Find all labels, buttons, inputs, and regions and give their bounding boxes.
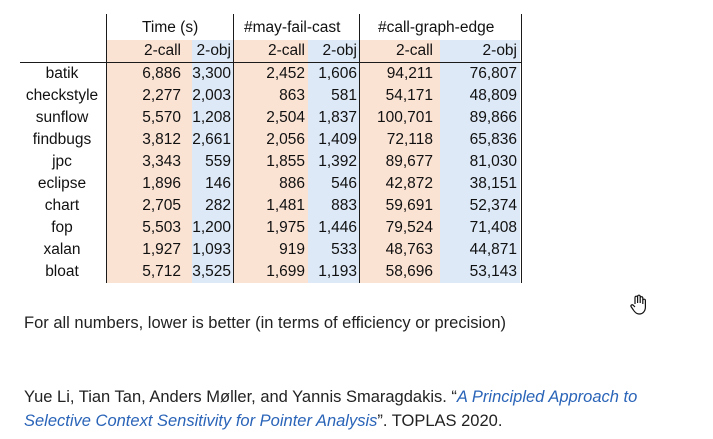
cell-eclipse-2: 886 xyxy=(279,175,305,192)
cell-xalan-3: 533 xyxy=(331,241,357,258)
subheader-cast-2call: 2-call xyxy=(267,42,305,59)
cell-chart-1: 282 xyxy=(205,197,231,214)
col-bg-time-2obj xyxy=(192,40,234,283)
cell-eclipse-5: 38,151 xyxy=(469,175,517,192)
cell-fop-5: 71,408 xyxy=(469,219,517,236)
row-name-checkstyle: checkstyle xyxy=(25,87,99,104)
cell-xalan-2: 919 xyxy=(279,241,305,258)
citation-authors: Yue Li, Tian Tan, Anders Møller, and Yan… xyxy=(24,388,457,406)
cell-findbugs-2: 2,056 xyxy=(266,131,305,148)
cell-checkstyle-2: 863 xyxy=(279,87,305,104)
col-bg-time-2call xyxy=(107,40,192,283)
cell-bloat-3: 1,193 xyxy=(318,263,357,280)
cell-jpc-0: 3,343 xyxy=(142,153,181,170)
row-name-chart: chart xyxy=(44,197,80,214)
cell-chart-0: 2,705 xyxy=(142,197,181,214)
cell-findbugs-1: 2,661 xyxy=(192,131,231,148)
results-table: Time (s) #may-fail-cast #call-graph-edge… xyxy=(20,14,522,283)
cell-fop-1: 1,200 xyxy=(192,219,231,236)
citation: Yue Li, Tian Tan, Anders Møller, and Yan… xyxy=(24,385,708,433)
cell-sunflow-2: 2,504 xyxy=(266,109,305,126)
cell-jpc-2: 1,855 xyxy=(266,153,305,170)
cell-jpc-5: 81,030 xyxy=(469,153,517,170)
cell-jpc-1: 559 xyxy=(205,153,231,170)
cell-fop-3: 1,446 xyxy=(318,219,357,236)
citation-title-link[interactable]: A Principled Approach to Selective Conte… xyxy=(24,388,638,430)
cell-batik-0: 6,886 xyxy=(142,65,181,82)
cell-findbugs-3: 1,409 xyxy=(318,131,357,148)
cell-bloat-5: 53,143 xyxy=(469,263,517,280)
cell-fop-0: 5,503 xyxy=(142,219,181,236)
cell-xalan-1: 1,093 xyxy=(192,241,231,258)
cell-checkstyle-3: 581 xyxy=(331,87,357,104)
cell-findbugs-4: 72,118 xyxy=(386,131,433,148)
cell-batik-5: 76,807 xyxy=(469,65,517,82)
cell-bloat-0: 5,712 xyxy=(142,263,181,280)
header-time: Time (s) xyxy=(142,19,199,36)
col-bg-cast-2call xyxy=(234,40,308,283)
cell-eclipse-3: 546 xyxy=(331,175,357,192)
col-bg-edge-2obj xyxy=(440,40,520,283)
cell-batik-4: 94,211 xyxy=(386,65,433,82)
cell-sunflow-1: 1,208 xyxy=(192,109,231,126)
row-name-eclipse: eclipse xyxy=(37,175,87,192)
subheader-edge-2obj: 2-obj xyxy=(482,42,517,59)
cell-fop-4: 79,524 xyxy=(385,219,433,236)
cell-eclipse-4: 42,872 xyxy=(385,175,433,192)
cell-batik-2: 2,452 xyxy=(266,65,305,82)
cell-xalan-5: 44,871 xyxy=(469,241,517,258)
row-name-jpc: jpc xyxy=(52,153,72,170)
cell-xalan-4: 48,763 xyxy=(385,241,433,258)
cell-chart-4: 59,691 xyxy=(385,197,433,214)
subheader-cast-2obj: 2-obj xyxy=(322,42,357,59)
cell-sunflow-3: 1,837 xyxy=(318,109,357,126)
cell-batik-1: 3,300 xyxy=(192,65,231,82)
cell-sunflow-4: 100,701 xyxy=(376,109,433,126)
cell-jpc-4: 89,677 xyxy=(385,153,433,170)
row-name-batik: batik xyxy=(45,65,79,82)
cell-findbugs-0: 3,812 xyxy=(142,131,181,148)
subheader-edge-2call: 2-call xyxy=(395,42,433,59)
table-rule-v4 xyxy=(521,14,522,283)
cell-chart-5: 52,374 xyxy=(469,197,517,214)
cell-sunflow-5: 89,866 xyxy=(469,109,517,126)
cell-checkstyle-4: 54,171 xyxy=(385,87,433,104)
cell-bloat-4: 58,696 xyxy=(385,263,433,280)
cell-bloat-2: 1,699 xyxy=(266,263,305,280)
row-name-fop: fop xyxy=(51,219,73,236)
cell-fop-2: 1,975 xyxy=(266,219,305,236)
cell-sunflow-0: 5,570 xyxy=(142,109,181,126)
cell-bloat-1: 3,525 xyxy=(192,263,231,280)
cell-chart-2: 1,481 xyxy=(266,197,305,214)
header-call-graph-edge: #call-graph-edge xyxy=(378,19,495,36)
table-rule-header xyxy=(20,62,521,63)
cell-checkstyle-5: 48,809 xyxy=(469,87,517,104)
cell-eclipse-1: 146 xyxy=(205,175,231,192)
table-rule-v3 xyxy=(359,14,360,283)
table-rule-v1 xyxy=(106,14,107,283)
subheader-time-2call: 2-call xyxy=(143,42,181,59)
citation-venue: ”. TOPLAS 2020. xyxy=(377,412,503,430)
cell-findbugs-5: 65,836 xyxy=(469,131,517,148)
cell-chart-3: 883 xyxy=(331,197,357,214)
cell-jpc-3: 1,392 xyxy=(318,153,357,170)
col-bg-edge-2call xyxy=(360,40,440,283)
hand-pointer-icon xyxy=(630,294,646,315)
footnote: For all numbers, lower is better (in ter… xyxy=(24,314,507,332)
row-name-sunflow: sunflow xyxy=(35,109,89,126)
row-name-findbugs: findbugs xyxy=(32,131,92,148)
subheader-time-2obj: 2-obj xyxy=(196,42,231,59)
cell-checkstyle-1: 2,003 xyxy=(192,87,231,104)
cell-batik-3: 1,606 xyxy=(318,65,357,82)
row-name-bloat: bloat xyxy=(45,263,79,280)
cell-eclipse-0: 1,896 xyxy=(142,175,181,192)
header-may-fail-cast: #may-fail-cast xyxy=(244,19,341,36)
table-rule-v2 xyxy=(233,14,234,283)
cell-checkstyle-0: 2,277 xyxy=(142,87,181,104)
col-bg-cast-2obj xyxy=(308,40,360,283)
cell-xalan-0: 1,927 xyxy=(142,241,181,258)
row-name-xalan: xalan xyxy=(43,241,81,258)
